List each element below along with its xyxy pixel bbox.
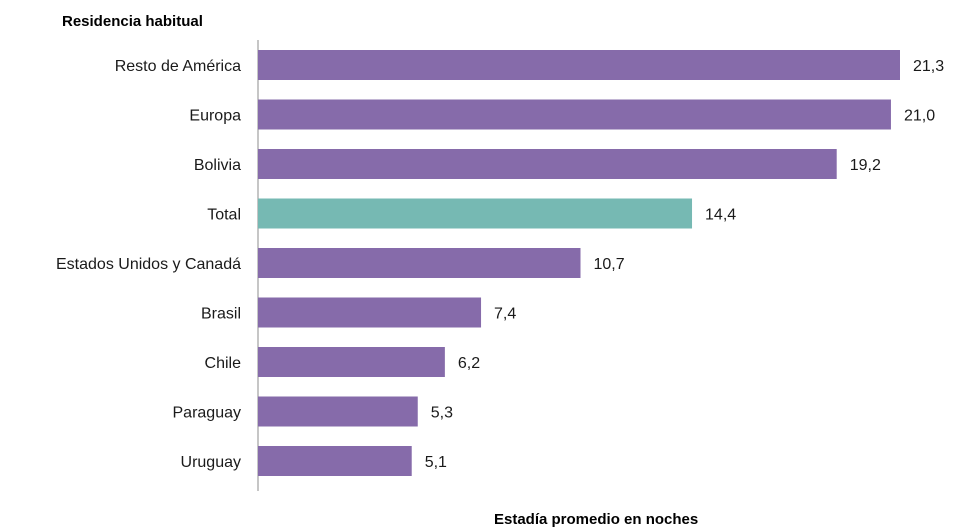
value-label-7: 5,3	[431, 405, 453, 422]
value-label-6: 6,2	[458, 355, 480, 372]
bar-0	[258, 50, 900, 80]
bars-group: Resto de América 21,3 Europa 21,0 Bolivia 19,…	[56, 50, 944, 476]
category-label-2: Bolivia	[194, 157, 241, 174]
category-label-3: Total	[207, 207, 241, 224]
category-label-0: Resto de América	[115, 58, 241, 75]
bar-2	[258, 149, 837, 179]
bar-1	[258, 99, 891, 130]
x-axis-title: Estadía promedio en noches	[494, 511, 698, 528]
value-label-4: 10,7	[594, 256, 625, 273]
category-label-8: Uruguay	[181, 454, 241, 471]
bar-5	[258, 297, 482, 328]
bar-3	[258, 198, 693, 229]
category-label-4: Estados Unidos y Canadá	[56, 256, 241, 273]
value-label-0: 21,3	[913, 58, 944, 75]
value-label-3: 14,4	[705, 207, 736, 224]
bar-7	[258, 396, 418, 427]
value-label-8: 5,1	[425, 454, 447, 471]
category-label-1: Europa	[189, 108, 241, 125]
bar-8	[258, 446, 412, 476]
value-label-1: 21,0	[904, 108, 935, 125]
bar-6	[258, 347, 445, 377]
value-label-2: 19,2	[850, 157, 881, 174]
value-label-5: 7,4	[494, 306, 516, 323]
y-axis-title: Residencia habitual	[62, 13, 203, 30]
category-label-5: Brasil	[201, 306, 241, 323]
category-label-6: Chile	[205, 355, 242, 372]
category-label-7: Paraguay	[173, 405, 242, 422]
bar-4	[258, 248, 581, 278]
